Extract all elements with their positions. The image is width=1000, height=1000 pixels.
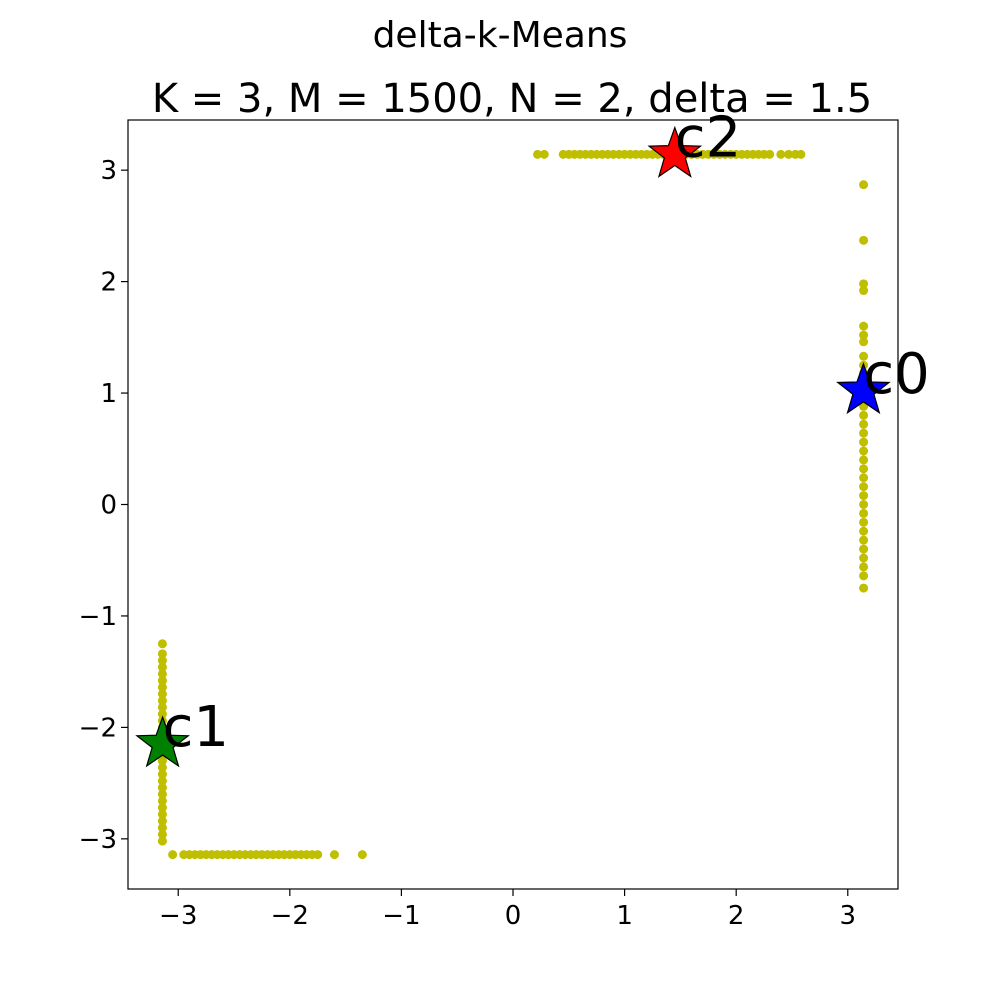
data-point (539, 149, 549, 159)
data-point (157, 656, 167, 666)
data-point (157, 662, 167, 672)
data-point (157, 776, 167, 786)
data-point (859, 508, 869, 518)
data-point (533, 149, 543, 159)
centroid-label-c2: c2 (675, 106, 741, 171)
data-point (859, 286, 869, 296)
x-tick-label: −2 (271, 901, 309, 931)
data-point (859, 446, 869, 456)
centroid-label-c1: c1 (163, 695, 229, 760)
axes-title: K = 3, M = 1500, N = 2, delta = 1.5 (152, 76, 872, 122)
y-tick-label: −2 (79, 713, 117, 743)
centroid-marker-c0 (836, 362, 891, 415)
centroid-label-c0: c0 (863, 342, 929, 407)
x-tick-label: 1 (616, 901, 633, 931)
data-point (157, 796, 167, 806)
data-point (157, 816, 167, 826)
data-point (157, 756, 167, 766)
centroids: c0 c1 c2 (135, 106, 930, 768)
data-point (313, 850, 323, 860)
data-point (859, 351, 869, 361)
data-point (168, 850, 178, 860)
data-point (157, 682, 167, 692)
x-tick-label: 0 (505, 901, 522, 931)
x-axis-ticks: −3 −2 −1 0 1 2 3 (159, 889, 856, 931)
data-point (859, 464, 869, 474)
data-point (157, 639, 167, 649)
data-point (157, 676, 167, 686)
plot-frame (127, 119, 899, 890)
data-point (859, 562, 869, 572)
x-tick-label: 3 (840, 901, 857, 931)
data-point (859, 473, 869, 483)
y-axis-ticks: −3 −2 −1 0 1 2 3 (79, 156, 128, 855)
data-point (157, 649, 167, 659)
centroid-marker-c1 (135, 715, 190, 768)
data-point (859, 517, 869, 527)
data-point (157, 696, 167, 706)
data-point (859, 279, 869, 289)
y-tick-label: 0 (100, 491, 117, 521)
y-tick-label: 3 (100, 156, 117, 186)
data-point (329, 850, 339, 860)
data-point (157, 783, 167, 793)
data-point (157, 669, 167, 679)
data-point (859, 437, 869, 447)
y-tick-label: −1 (79, 602, 117, 632)
data-point (859, 535, 869, 545)
data-point (157, 789, 167, 799)
data-point (157, 763, 167, 773)
data-point (859, 410, 869, 420)
data-point (859, 330, 869, 340)
data-point (796, 149, 806, 159)
data-point (859, 419, 869, 429)
data-point (859, 526, 869, 536)
data-point (157, 823, 167, 833)
data-point (859, 553, 869, 563)
data-point (776, 149, 786, 159)
data-point (859, 235, 869, 245)
data-point (859, 180, 869, 190)
data-point (859, 583, 869, 593)
data-point (157, 829, 167, 839)
data-point (859, 500, 869, 509)
data-point (157, 809, 167, 819)
data-point (157, 836, 167, 846)
centroid-marker-c2 (647, 125, 703, 178)
figure-suptitle: delta-k-Means (373, 15, 628, 56)
data-points (157, 149, 869, 860)
data-point (157, 769, 167, 779)
data-point (859, 544, 869, 554)
y-tick-label: −3 (79, 825, 117, 855)
x-tick-label: 2 (728, 901, 745, 931)
data-point (859, 571, 869, 581)
data-point (859, 337, 869, 347)
data-point (157, 709, 167, 719)
x-tick-label: −1 (382, 901, 420, 931)
data-point (859, 491, 869, 501)
data-point (357, 850, 367, 860)
y-tick-label: 2 (100, 268, 117, 298)
data-point (784, 149, 794, 159)
data-point (157, 803, 167, 813)
data-point (157, 702, 167, 712)
data-point (859, 482, 869, 492)
x-tick-label: −3 (159, 901, 197, 931)
data-point (859, 321, 869, 331)
y-tick-label: 1 (100, 379, 117, 409)
data-point (859, 455, 869, 465)
data-point (157, 689, 167, 699)
data-point (765, 149, 775, 159)
data-point (859, 428, 869, 438)
